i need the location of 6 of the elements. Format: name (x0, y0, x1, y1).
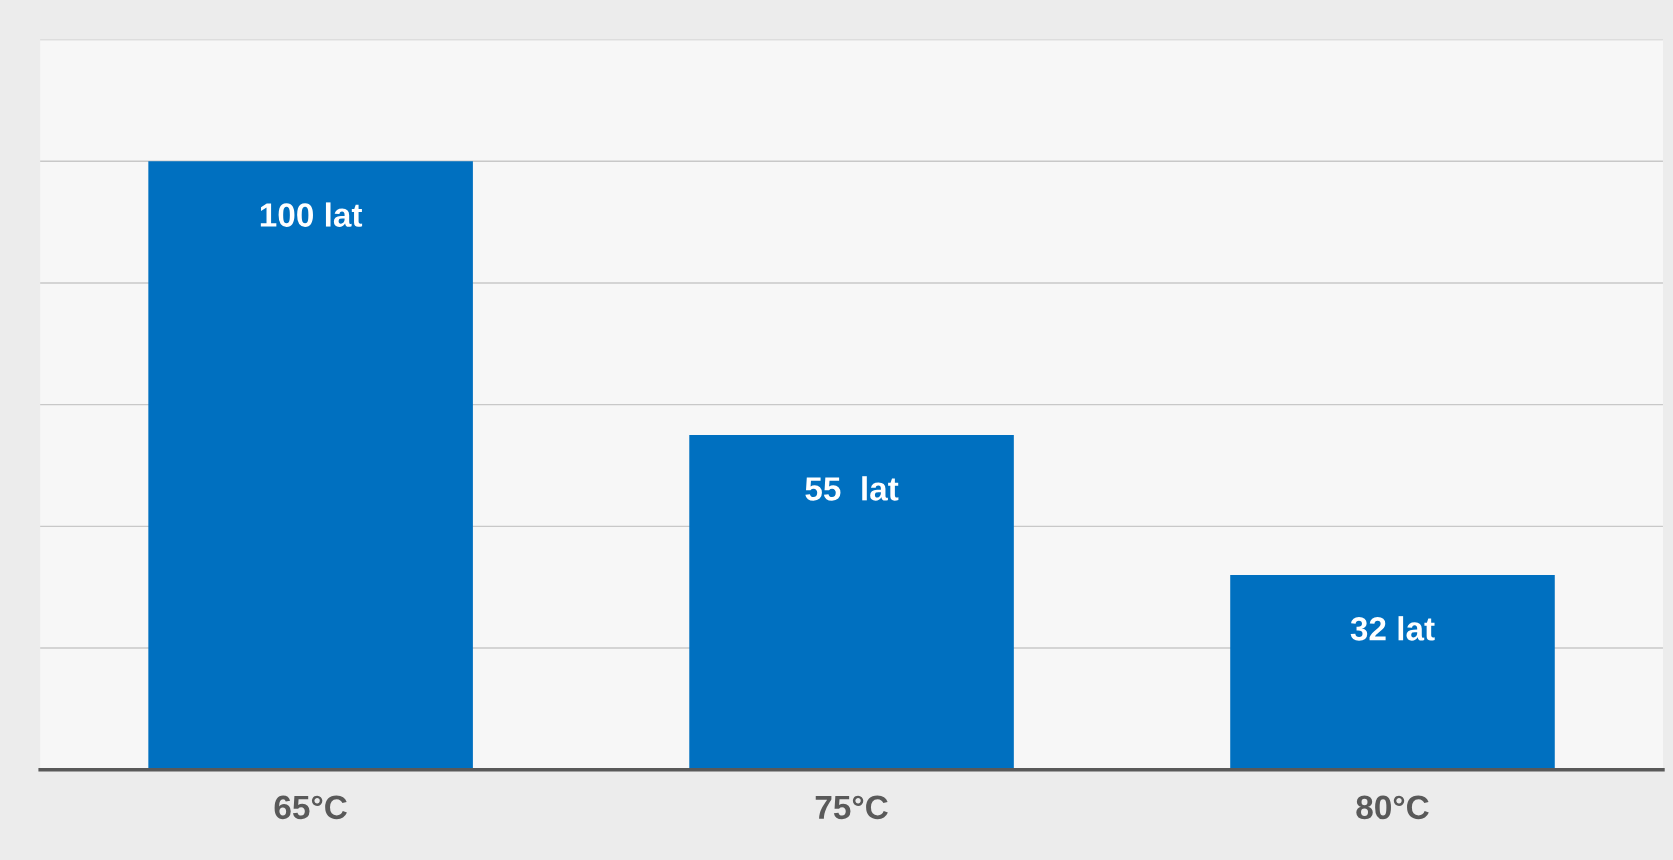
x-tick-label: 65°C (274, 795, 347, 820)
x-tick-label: 75°C (815, 795, 888, 820)
x-tick-label: 80°C (1356, 795, 1429, 820)
data-label: 32 lat (1350, 616, 1435, 641)
data-label: 100 lat (260, 202, 363, 227)
data-label: 55 lat (805, 476, 899, 501)
